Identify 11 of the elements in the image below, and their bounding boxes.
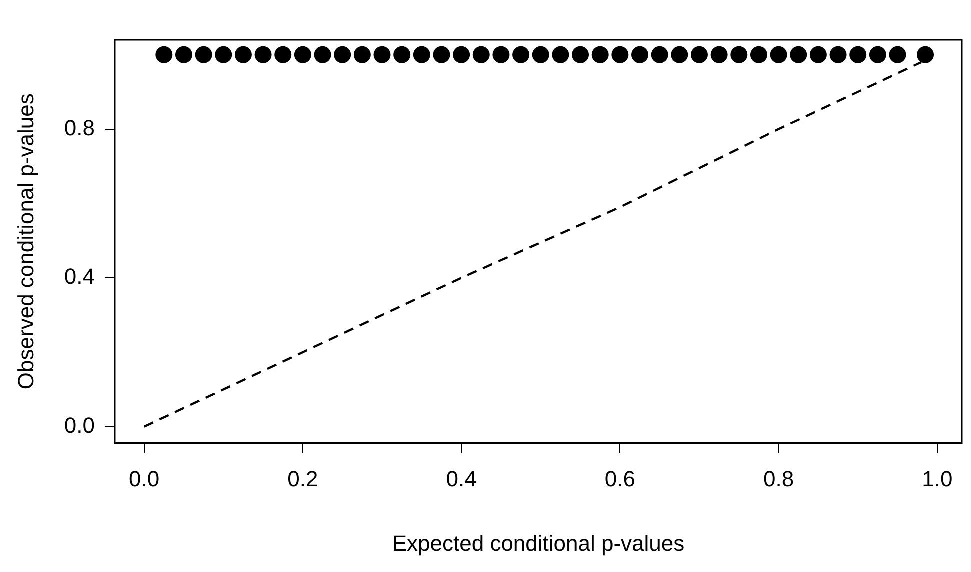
x-axis-title: Expected conditional p-values [392,530,685,556]
x-tick-label: 0.2 [288,466,318,492]
y-tick-label: 0.8 [64,115,95,140]
y-tick-label: 0.4 [64,264,95,290]
x-tick-label: 0.6 [604,466,636,492]
x-tick-label: 0.8 [764,466,794,492]
x-tick-label: 1.0 [922,466,953,492]
x-tick-label: 0.0 [129,466,160,492]
x-tick-label: 0.4 [446,466,477,492]
y-tick-label: 0.0 [64,412,95,438]
y-axis-title: Observed conditional p-values [13,94,38,390]
